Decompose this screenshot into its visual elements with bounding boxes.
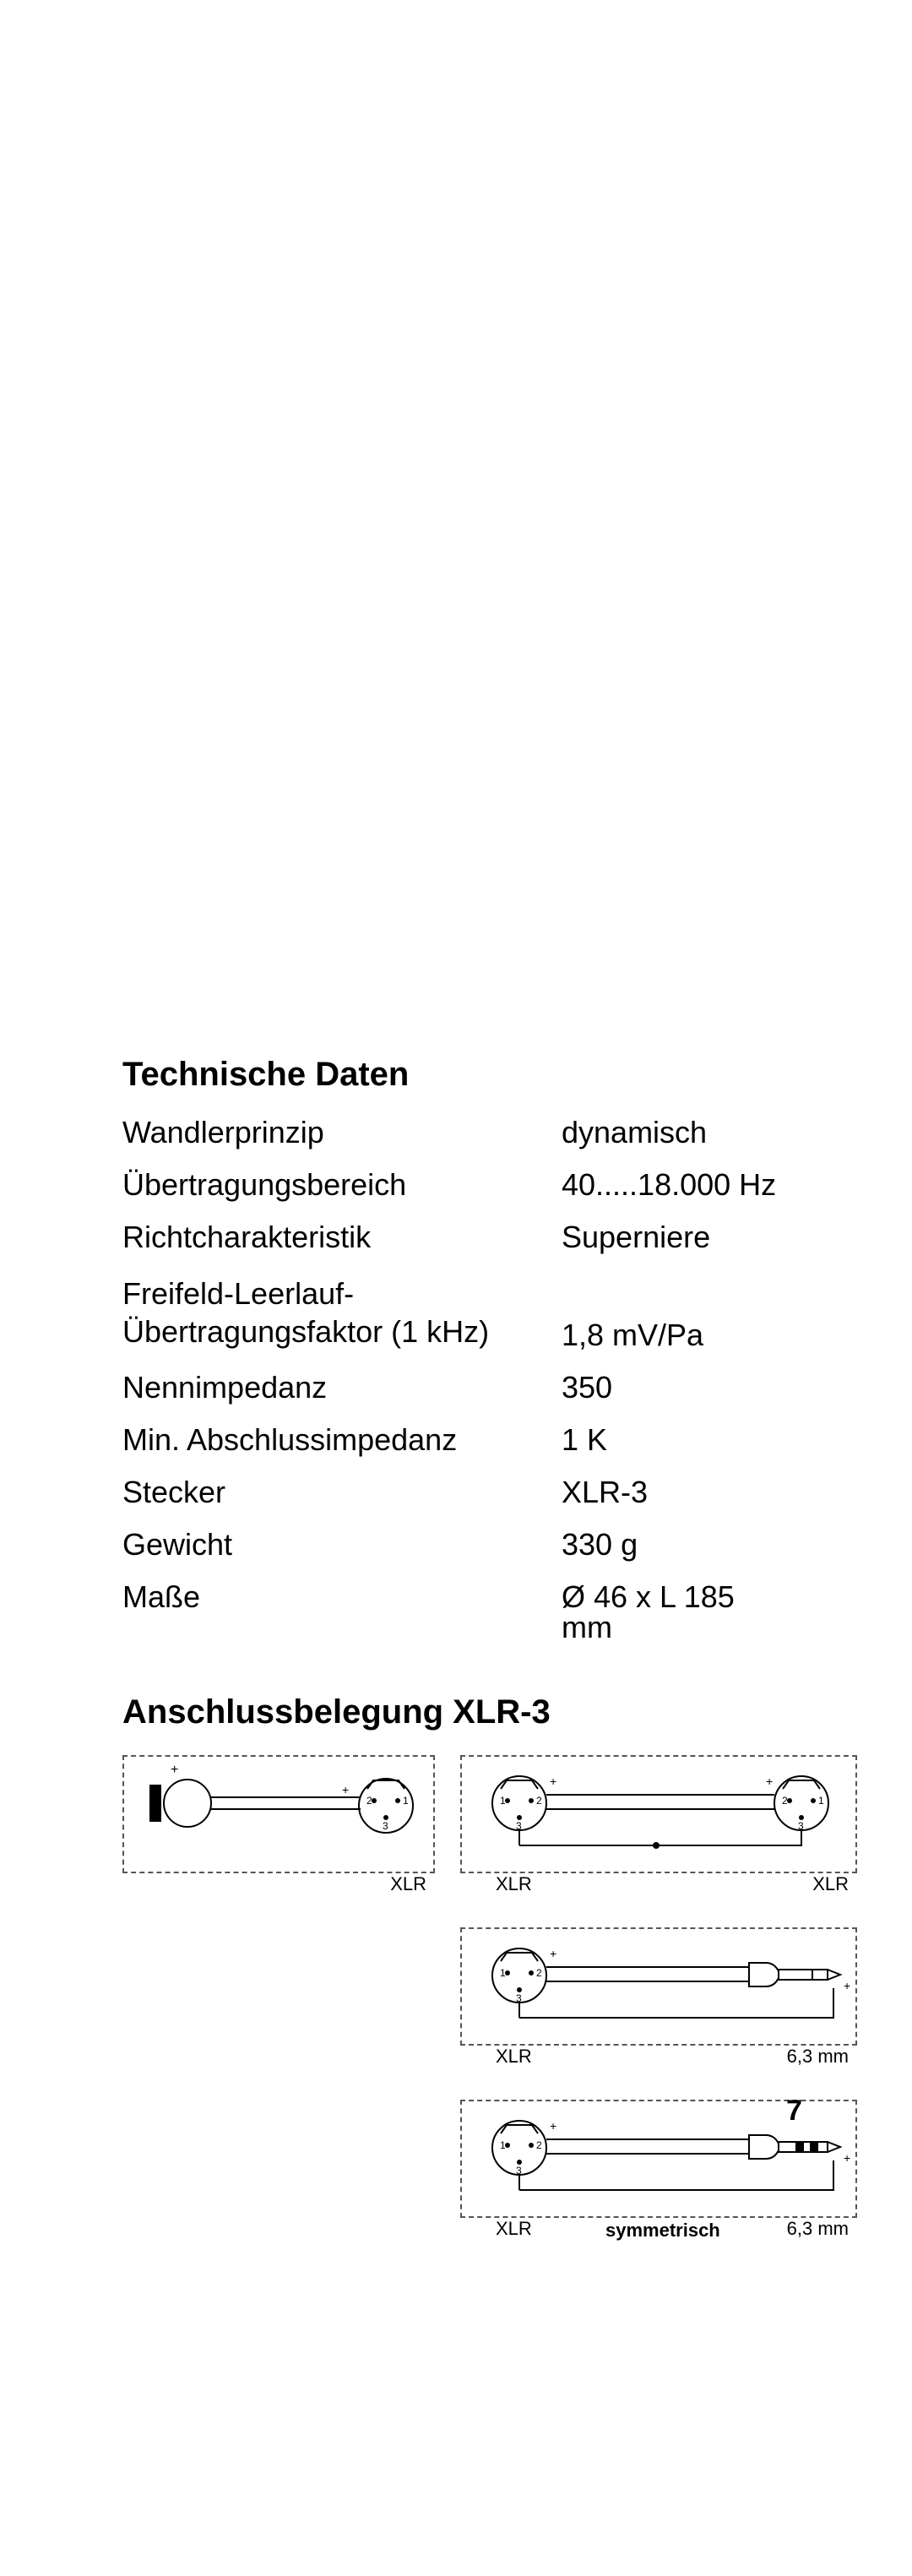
svg-text:+: + — [844, 2151, 850, 2165]
svg-text:+: + — [844, 1979, 850, 1992]
spec-row: Wandlerprinzipdynamisch — [122, 1117, 790, 1148]
spec-label: Min. Abschlussimpedanz — [122, 1425, 562, 1455]
svg-text:+: + — [342, 1783, 349, 1796]
diagram-svg-3: 1 2 3 + + — [462, 1929, 859, 2047]
spec-row: Freifeld-Leerlauf-Übertragungsfaktor (1 … — [122, 1274, 790, 1350]
svg-text:1: 1 — [500, 1967, 506, 1979]
diagrams-grid: + + 2 1 3 XLR — [122, 1755, 790, 2218]
svg-text:2: 2 — [536, 1795, 542, 1807]
spec-value: Superniere — [562, 1222, 790, 1253]
diagram-svg-1: + + 2 1 3 — [124, 1757, 437, 1875]
heading-pinout: Anschlussbelegung XLR-3 — [122, 1693, 790, 1731]
spec-label: Übertragungsbereich — [122, 1170, 562, 1200]
spec-label: Gewicht — [122, 1530, 562, 1560]
svg-text:2: 2 — [366, 1795, 372, 1807]
svg-text:+: + — [550, 1774, 556, 1788]
spec-row: MaßeØ 46 x L 185 mm — [122, 1582, 790, 1643]
jack-label-right: 6,3 mm — [787, 2218, 849, 2240]
jack-label-right: 6,3 mm — [787, 2046, 849, 2068]
svg-text:2: 2 — [782, 1795, 788, 1807]
spec-value: dynamisch — [562, 1117, 790, 1148]
diagram-xlr-to-jack-unbal: 1 2 3 + + — [460, 1927, 857, 2046]
svg-text:2: 2 — [536, 1967, 542, 1979]
spec-label: Freifeld-Leerlauf-Übertragungsfaktor (1 … — [122, 1274, 562, 1350]
svg-text:3: 3 — [516, 2165, 522, 2177]
svg-text:3: 3 — [383, 1820, 388, 1832]
spec-label: Wandlerprinzip — [122, 1117, 562, 1148]
svg-text:1: 1 — [500, 2139, 506, 2151]
spec-value: XLR-3 — [562, 1477, 790, 1508]
svg-text:+: + — [766, 1774, 773, 1788]
spec-value: Ø 46 x L 185 mm — [562, 1582, 790, 1643]
page-number: 7 — [786, 2095, 802, 2128]
svg-text:1: 1 — [500, 1795, 506, 1807]
spec-row: Übertragungsbereich40.....18.000 Hz — [122, 1170, 790, 1200]
spec-value: 1,8 mV/Pa — [562, 1274, 790, 1350]
spec-label: Maße — [122, 1582, 562, 1643]
svg-text:1: 1 — [403, 1795, 409, 1807]
diagram-svg-2: 1 2 3 + + — [462, 1757, 859, 1875]
spec-row: Nennimpedanz350 — [122, 1372, 790, 1403]
svg-text:+: + — [550, 1947, 556, 1960]
spec-label: Stecker — [122, 1477, 562, 1508]
spec-row: Gewicht330 g — [122, 1530, 790, 1560]
plus-label: + — [171, 1763, 178, 1777]
xlr-label-left: XLR — [496, 2046, 532, 2068]
diagram-xlr-to-xlr: 1 2 3 + + — [460, 1755, 857, 1873]
svg-text:3: 3 — [516, 1820, 522, 1832]
diagram-mic-to-xlr: + + 2 1 3 XLR — [122, 1755, 435, 1873]
heading-technical-data: Technische Daten — [122, 1056, 790, 1094]
svg-text:+: + — [550, 2119, 556, 2133]
svg-text:2: 2 — [536, 2139, 542, 2151]
spec-row: SteckerXLR-3 — [122, 1477, 790, 1508]
xlr-label-right: XLR — [812, 1873, 849, 1895]
spec-label: Richtcharakteristik — [122, 1222, 562, 1253]
xlr-label-left: XLR — [496, 2218, 532, 2240]
svg-text:3: 3 — [798, 1820, 804, 1832]
xlr-label-left: XLR — [496, 1873, 532, 1895]
spec-row: RichtcharakteristikSuperniere — [122, 1222, 790, 1253]
spec-label: Nennimpedanz — [122, 1372, 562, 1403]
specs-table: WandlerprinzipdynamischÜbertragungsberei… — [122, 1117, 790, 1643]
spec-value: 330 g — [562, 1530, 790, 1560]
svg-text:1: 1 — [818, 1795, 824, 1807]
symmetric-label: symmetrisch — [605, 2220, 720, 2242]
spec-value: 40.....18.000 Hz — [562, 1170, 790, 1200]
xlr-label: XLR — [390, 1873, 426, 1895]
svg-text:3: 3 — [516, 1992, 522, 2004]
spec-value: 1 K — [562, 1425, 790, 1455]
spec-row: Min. Abschlussimpedanz1 K — [122, 1425, 790, 1455]
spec-value: 350 — [562, 1372, 790, 1403]
